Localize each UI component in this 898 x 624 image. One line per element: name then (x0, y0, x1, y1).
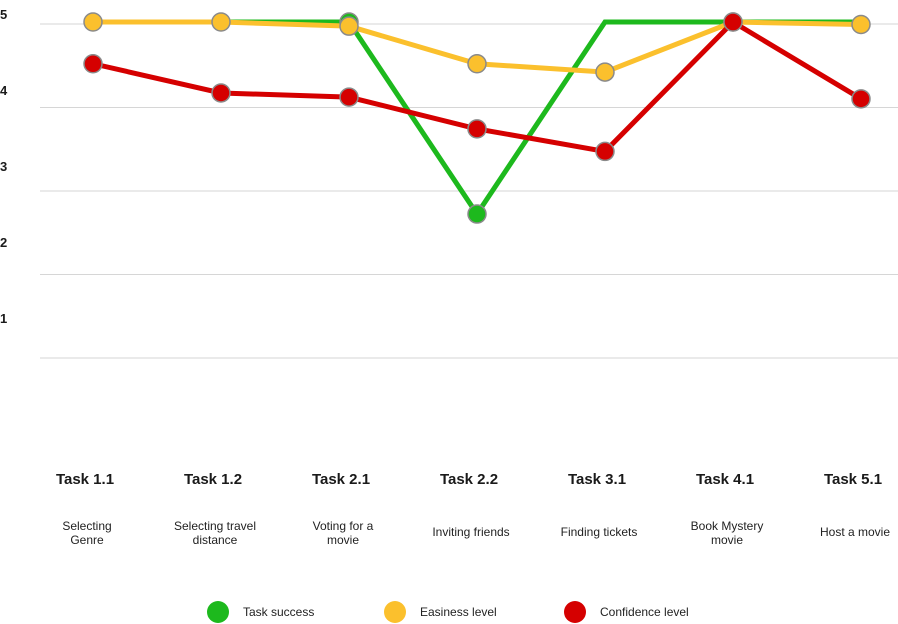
legend: Task success Easiness level Confidence lev… (207, 601, 689, 623)
data-point-easiness-level (851, 14, 871, 35)
x-tick-description: Book Mystery (691, 519, 764, 533)
x-tick-description: movie (711, 533, 743, 547)
x-tick-label: Task 2.2 (440, 471, 498, 488)
series-lines (90, 18, 864, 219)
x-tick-description: Genre (70, 533, 104, 547)
data-point-confidence-level (723, 12, 743, 32)
data-point-task-success (467, 204, 487, 224)
data-point-easiness-level (467, 54, 487, 74)
x-tick-label: Task 2.1 (312, 471, 370, 488)
legend-marker-task-success (207, 601, 229, 623)
x-tick-description: Selecting travel (174, 519, 256, 533)
x-tick-description: Inviting friends (432, 525, 509, 539)
x-tick-description: distance (193, 533, 238, 547)
x-tick-description: movie (327, 533, 359, 547)
y-tick-label: 2 (0, 235, 7, 250)
legend-label: Task success (243, 605, 314, 619)
y-tick-label: 5 (0, 7, 7, 22)
x-tick-label: Task 5.1 (824, 471, 882, 488)
data-point-confidence-level (83, 54, 103, 74)
gridlines (40, 23, 898, 359)
data-point-confidence-level (211, 83, 231, 103)
legend-label: Confidence level (600, 605, 689, 619)
data-point-confidence-level (467, 119, 487, 139)
y-axis-ticks: 1 2 3 4 5 (0, 7, 8, 326)
data-point-easiness-level (211, 12, 231, 32)
x-tick-label: Task 3.1 (568, 471, 626, 488)
legend-marker-confidence-level (564, 601, 586, 623)
x-tick-description: Voting for a (313, 519, 374, 533)
legend-marker-easiness-level (384, 601, 406, 623)
series-line-task-success (90, 19, 864, 219)
data-point-confidence-level (595, 141, 615, 162)
y-tick-label: 4 (0, 83, 8, 98)
data-point-confidence-level (339, 87, 359, 107)
data-point-easiness-level (595, 62, 615, 82)
x-tick-description: Finding tickets (561, 525, 638, 539)
x-tick-label: Task 4.1 (696, 471, 754, 488)
legend-label: Easiness level (420, 605, 497, 619)
data-point-confidence-level (851, 89, 871, 109)
x-tick-label: Task 1.2 (184, 471, 242, 488)
x-tick-description: Host a movie (820, 525, 890, 539)
series-markers (83, 12, 871, 224)
y-tick-label: 1 (0, 311, 7, 326)
y-tick-label: 3 (0, 159, 7, 174)
x-tick-description: Selecting (62, 519, 111, 533)
x-tick-label: Task 1.1 (56, 471, 114, 488)
data-point-easiness-level (83, 12, 103, 32)
data-point-easiness-level (339, 16, 359, 36)
